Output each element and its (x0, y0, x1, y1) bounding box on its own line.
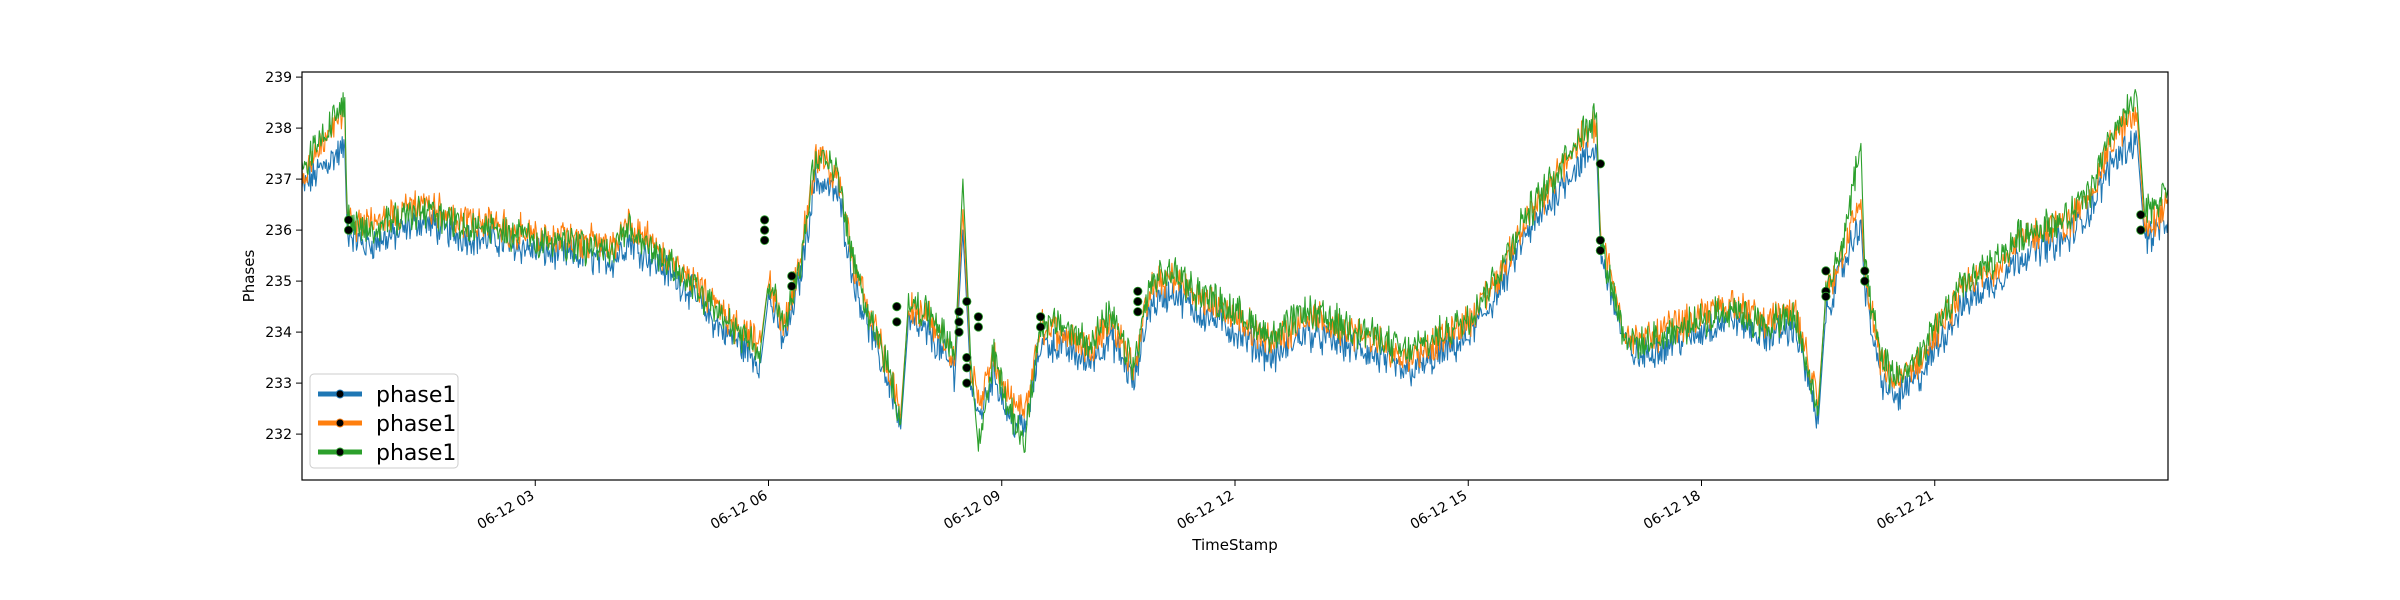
legend-marker (335, 389, 345, 399)
legend-label: phase1 (376, 441, 456, 466)
y-tick-label: 238 (265, 121, 292, 137)
anomaly-marker (892, 317, 902, 327)
axis-layer: 232 233 234 235 236 237 238 239 06-12 03 06-12 06… (265, 70, 1936, 533)
anomaly-marker (1860, 266, 1870, 276)
x-tick-label: 06-12 18 (1641, 488, 1704, 533)
x-axis-title: TimeStamp (1191, 536, 1277, 554)
anomaly-marker (973, 312, 984, 322)
x-tick-label: 06-12 15 (1408, 488, 1471, 533)
legend-box (309, 373, 459, 469)
anomaly-marker (343, 225, 354, 235)
legend-marker (335, 447, 345, 457)
legend-label: phase1 (376, 383, 456, 408)
series-layer (301, 88, 2169, 453)
anomaly-marker (787, 271, 797, 281)
anomaly-marker (1133, 307, 1143, 317)
anomaly-marker (962, 352, 972, 363)
anomaly-marker (1821, 266, 1831, 276)
anomaly-marker (759, 215, 770, 225)
x-tick-label: 06-12 12 (1174, 488, 1237, 533)
anomaly-marker (962, 296, 972, 307)
y-tick-label: 232 (265, 427, 292, 443)
anomaly-marker (954, 307, 964, 317)
anomaly-marker (1595, 245, 1606, 256)
legend: phase1 phase1 phase1 (309, 373, 459, 469)
anomaly-marker (2136, 210, 2146, 220)
legend-label: phase1 (376, 412, 456, 437)
y-tick-label: 234 (265, 325, 292, 341)
anomaly-marker (1595, 159, 1606, 169)
anomaly-marker (1595, 235, 1606, 245)
y-tick-label: 237 (265, 172, 292, 188)
plot-frame (301, 71, 2169, 481)
anomaly-marker (343, 215, 354, 225)
anomaly-marker (892, 301, 902, 312)
anomaly-marker (759, 235, 770, 245)
anomaly-marker (759, 225, 770, 235)
series-line-1 (301, 130, 2169, 438)
series-line-2 (301, 106, 2169, 420)
y-tick-label: 236 (265, 223, 292, 239)
anomaly-marker (954, 327, 964, 337)
anomaly-marker (1860, 276, 1870, 286)
anomaly-marker (962, 363, 972, 373)
y-axis-title: Phases (240, 250, 258, 303)
x-tick-label: 06-12 21 (1874, 488, 1937, 533)
x-tick-label: 06-12 06 (708, 488, 771, 533)
anomaly-marker (1036, 312, 1046, 322)
y-tick-label: 235 (265, 274, 292, 290)
x-tick-label: 06-12 03 (475, 488, 538, 533)
anomaly-marker (1133, 296, 1143, 307)
anomaly-marker (2136, 225, 2146, 235)
anomaly-marker (1133, 286, 1143, 296)
anomaly-marker (787, 281, 797, 291)
series-line-3 (301, 88, 2169, 453)
anomaly-marker (1036, 322, 1046, 332)
anomaly-marker-layer (343, 159, 2146, 388)
legend-marker (335, 418, 345, 428)
anomaly-marker (1821, 291, 1831, 301)
y-tick-label: 239 (265, 70, 292, 86)
anomaly-marker (962, 378, 972, 388)
anomaly-marker (954, 317, 964, 327)
x-tick-label: 06-12 09 (941, 488, 1004, 533)
y-tick-label: 233 (265, 376, 292, 392)
anomaly-marker (973, 322, 984, 332)
